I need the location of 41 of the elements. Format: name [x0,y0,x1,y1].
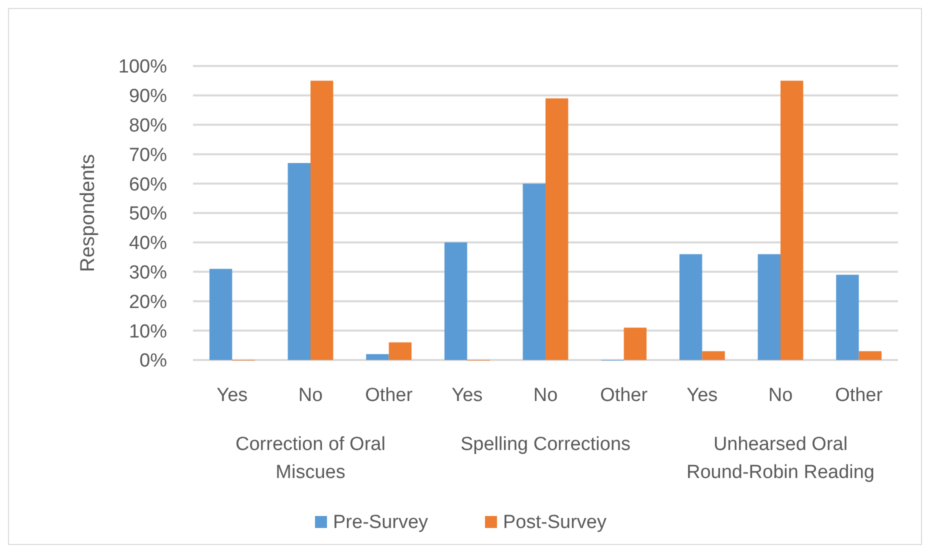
bar [546,98,568,360]
x-tick-label: Other [835,385,884,406]
y-tick-label: 60% [128,174,168,196]
bar [444,242,468,360]
y-tick-label: 30% [128,262,168,284]
y-tick-label: 20% [128,292,168,313]
y-tick-label: 90% [128,86,168,108]
x-tick-label: Other [365,385,414,406]
bar [702,351,725,360]
bar [209,268,232,360]
bar [758,254,780,360]
text: Correction of Oral Miscues [236,434,386,483]
bar [288,163,310,360]
legend-label: Pre-Survey [333,512,429,533]
x-tick-label: No [768,385,793,406]
y-tick-label: 100% [118,56,168,78]
y-tick-label: 70% [128,144,168,166]
x-tick-label: Yes [216,385,248,406]
bar [624,328,647,360]
x-tick-label: No [533,385,558,406]
bar [858,351,882,360]
bar [522,184,546,360]
y-tick-label: 80% [128,115,168,136]
text: Unhearsed Oral Round-Robin Reading [686,434,875,483]
y-tick-label: 40% [128,233,168,254]
text: Spelling Corrections [460,434,631,455]
x-tick-label: No [298,385,323,406]
y-tick-label: 0% [140,350,168,372]
bar [388,342,412,360]
bar [679,254,702,360]
bar [836,274,859,360]
bar [366,354,389,360]
y-tick-label: 50% [128,204,168,225]
bar [310,80,334,360]
x-tick-label: Other [600,385,648,406]
y-axis-title: Respondents [77,154,99,272]
bar [780,80,804,360]
y-tick-label: 10% [128,321,168,342]
x-tick-label: Yes [452,385,483,406]
legend-label: Post-Survey [503,512,607,533]
x-tick-label: Yes [686,385,718,406]
